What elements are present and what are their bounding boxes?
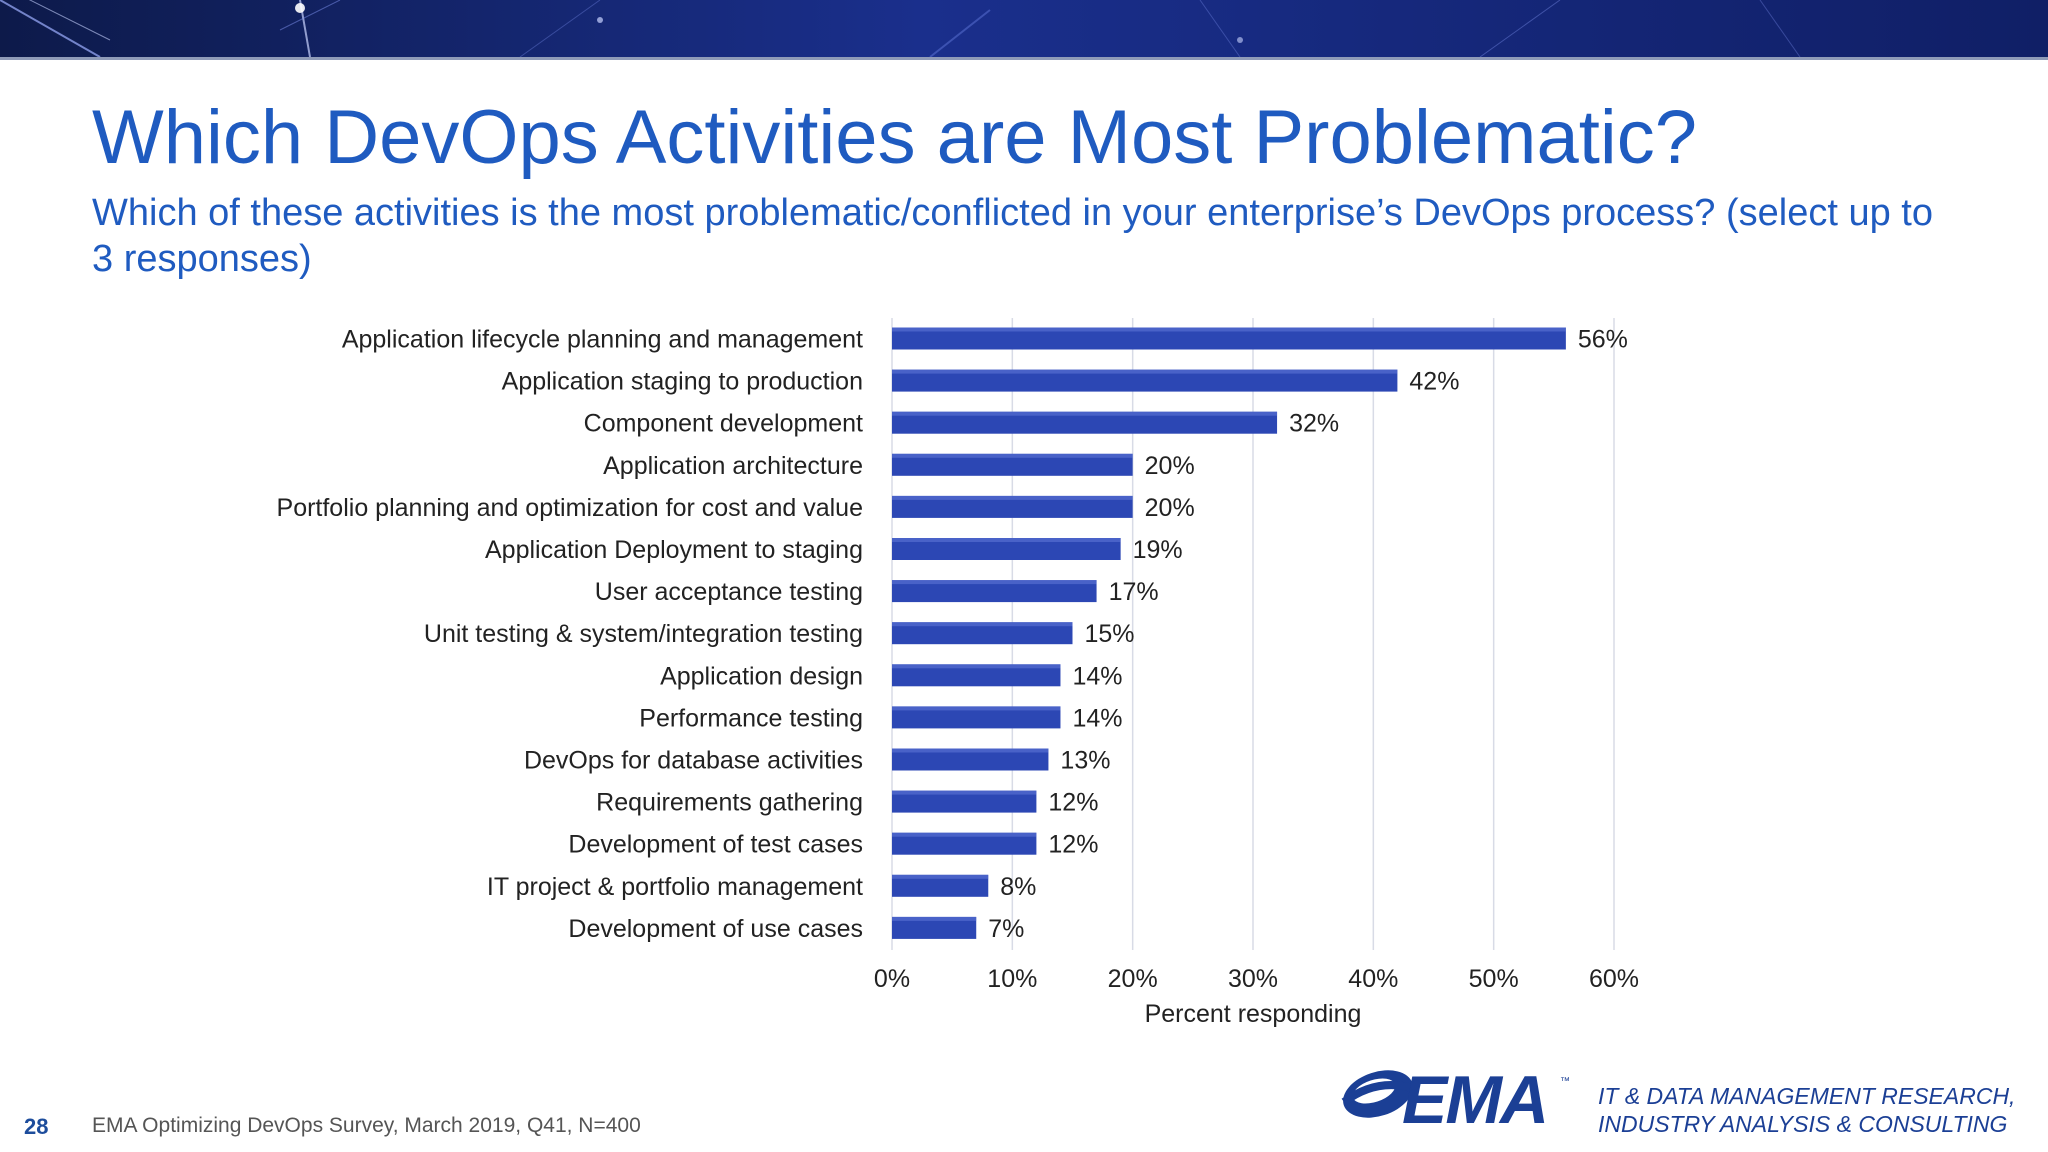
bar xyxy=(892,832,1037,855)
bar-highlight xyxy=(892,832,1037,837)
tagline-line-1: IT & DATA MANAGEMENT RESEARCH, xyxy=(1598,1083,2016,1109)
value-label: 19% xyxy=(1133,536,1183,564)
bar-highlight xyxy=(892,538,1121,542)
category-label: Application staging to production xyxy=(502,368,863,396)
x-tick-label: 30% xyxy=(1228,965,1278,993)
category-label: Development of test cases xyxy=(568,831,863,859)
bar-highlight xyxy=(892,411,1278,416)
value-label: 17% xyxy=(1109,578,1159,606)
value-label: 12% xyxy=(1048,831,1098,859)
category-label: Portfolio planning and optimization for … xyxy=(277,494,863,522)
bar-highlight xyxy=(892,622,1073,627)
category-label: Performance testing xyxy=(639,704,863,732)
trademark-symbol: ™ xyxy=(1560,1076,1570,1087)
ema-wordmark: EMA xyxy=(1402,1062,1549,1138)
bar-highlight xyxy=(892,369,1398,374)
value-label: 14% xyxy=(1072,662,1122,690)
bar-highlight xyxy=(892,706,1061,711)
category-label: Application lifecycle planning and manag… xyxy=(342,326,863,354)
source-note: EMA Optimizing DevOps Survey, March 2019… xyxy=(92,1114,641,1137)
category-label: Requirements gathering xyxy=(596,789,863,817)
bar-highlight xyxy=(892,495,1133,500)
header-banner xyxy=(0,0,2048,57)
bar xyxy=(892,411,1278,434)
page-subtitle: Which of these activities is the most pr… xyxy=(92,192,1933,280)
bar xyxy=(892,748,1049,771)
value-label: 15% xyxy=(1085,620,1135,648)
bar xyxy=(892,916,977,939)
category-label: Development of use cases xyxy=(568,915,863,943)
category-label: Application Deployment to staging xyxy=(485,536,863,564)
category-label: IT project & portfolio management xyxy=(487,873,863,901)
x-axis-title: Percent responding xyxy=(1145,1000,1362,1028)
bar xyxy=(892,664,1061,687)
x-tick-label: 20% xyxy=(1108,965,1158,993)
bar xyxy=(892,369,1398,392)
brand-tagline: IT & DATA MANAGEMENT RESEARCH, INDUSTRY … xyxy=(1598,1082,2028,1138)
value-label: 12% xyxy=(1048,789,1098,817)
page-number: 28 xyxy=(24,1114,49,1139)
value-label: 14% xyxy=(1072,704,1122,732)
bar xyxy=(892,327,1566,350)
x-tick-label: 10% xyxy=(987,965,1037,993)
bar-highlight xyxy=(892,453,1133,458)
category-label: Application architecture xyxy=(603,452,863,480)
bar xyxy=(892,538,1121,560)
bar-highlight xyxy=(892,874,989,879)
header-rule xyxy=(0,57,2048,60)
bar-highlight xyxy=(892,327,1566,332)
bar xyxy=(892,453,1133,476)
category-label: DevOps for database activities xyxy=(524,747,863,775)
bar xyxy=(892,706,1061,729)
category-label: Application design xyxy=(660,662,863,690)
category-label: Unit testing & system/integration testin… xyxy=(424,620,863,648)
network-graphic xyxy=(0,0,1801,57)
value-label: 13% xyxy=(1060,747,1110,775)
value-label: 56% xyxy=(1578,326,1628,354)
ema-globe-icon xyxy=(1341,1070,1414,1118)
bar-highlight xyxy=(892,580,1097,585)
category-label: User acceptance testing xyxy=(595,578,863,606)
value-label: 20% xyxy=(1145,452,1195,480)
bar xyxy=(892,580,1097,603)
bar xyxy=(892,790,1037,813)
bar xyxy=(892,622,1073,645)
bar-highlight xyxy=(892,748,1049,753)
value-label: 8% xyxy=(1000,873,1036,901)
x-tick-label: 60% xyxy=(1589,965,1639,993)
x-tick-label: 50% xyxy=(1469,965,1519,993)
bar xyxy=(892,874,989,897)
value-label: 42% xyxy=(1409,368,1459,396)
tagline-line-2: INDUSTRY ANALYSIS & CONSULTING xyxy=(1598,1111,2008,1137)
page-title: Which DevOps Activities are Most Problem… xyxy=(92,95,1697,180)
bar-highlight xyxy=(892,790,1037,795)
bar-highlight xyxy=(892,664,1061,669)
x-tick-label: 40% xyxy=(1348,965,1398,993)
value-label: 32% xyxy=(1289,410,1339,438)
bar-highlight xyxy=(892,916,977,921)
bar xyxy=(892,495,1133,518)
x-tick-label: 0% xyxy=(874,965,910,993)
value-label: 7% xyxy=(988,915,1024,943)
value-label: 20% xyxy=(1145,494,1195,522)
category-label: Component development xyxy=(584,410,863,438)
